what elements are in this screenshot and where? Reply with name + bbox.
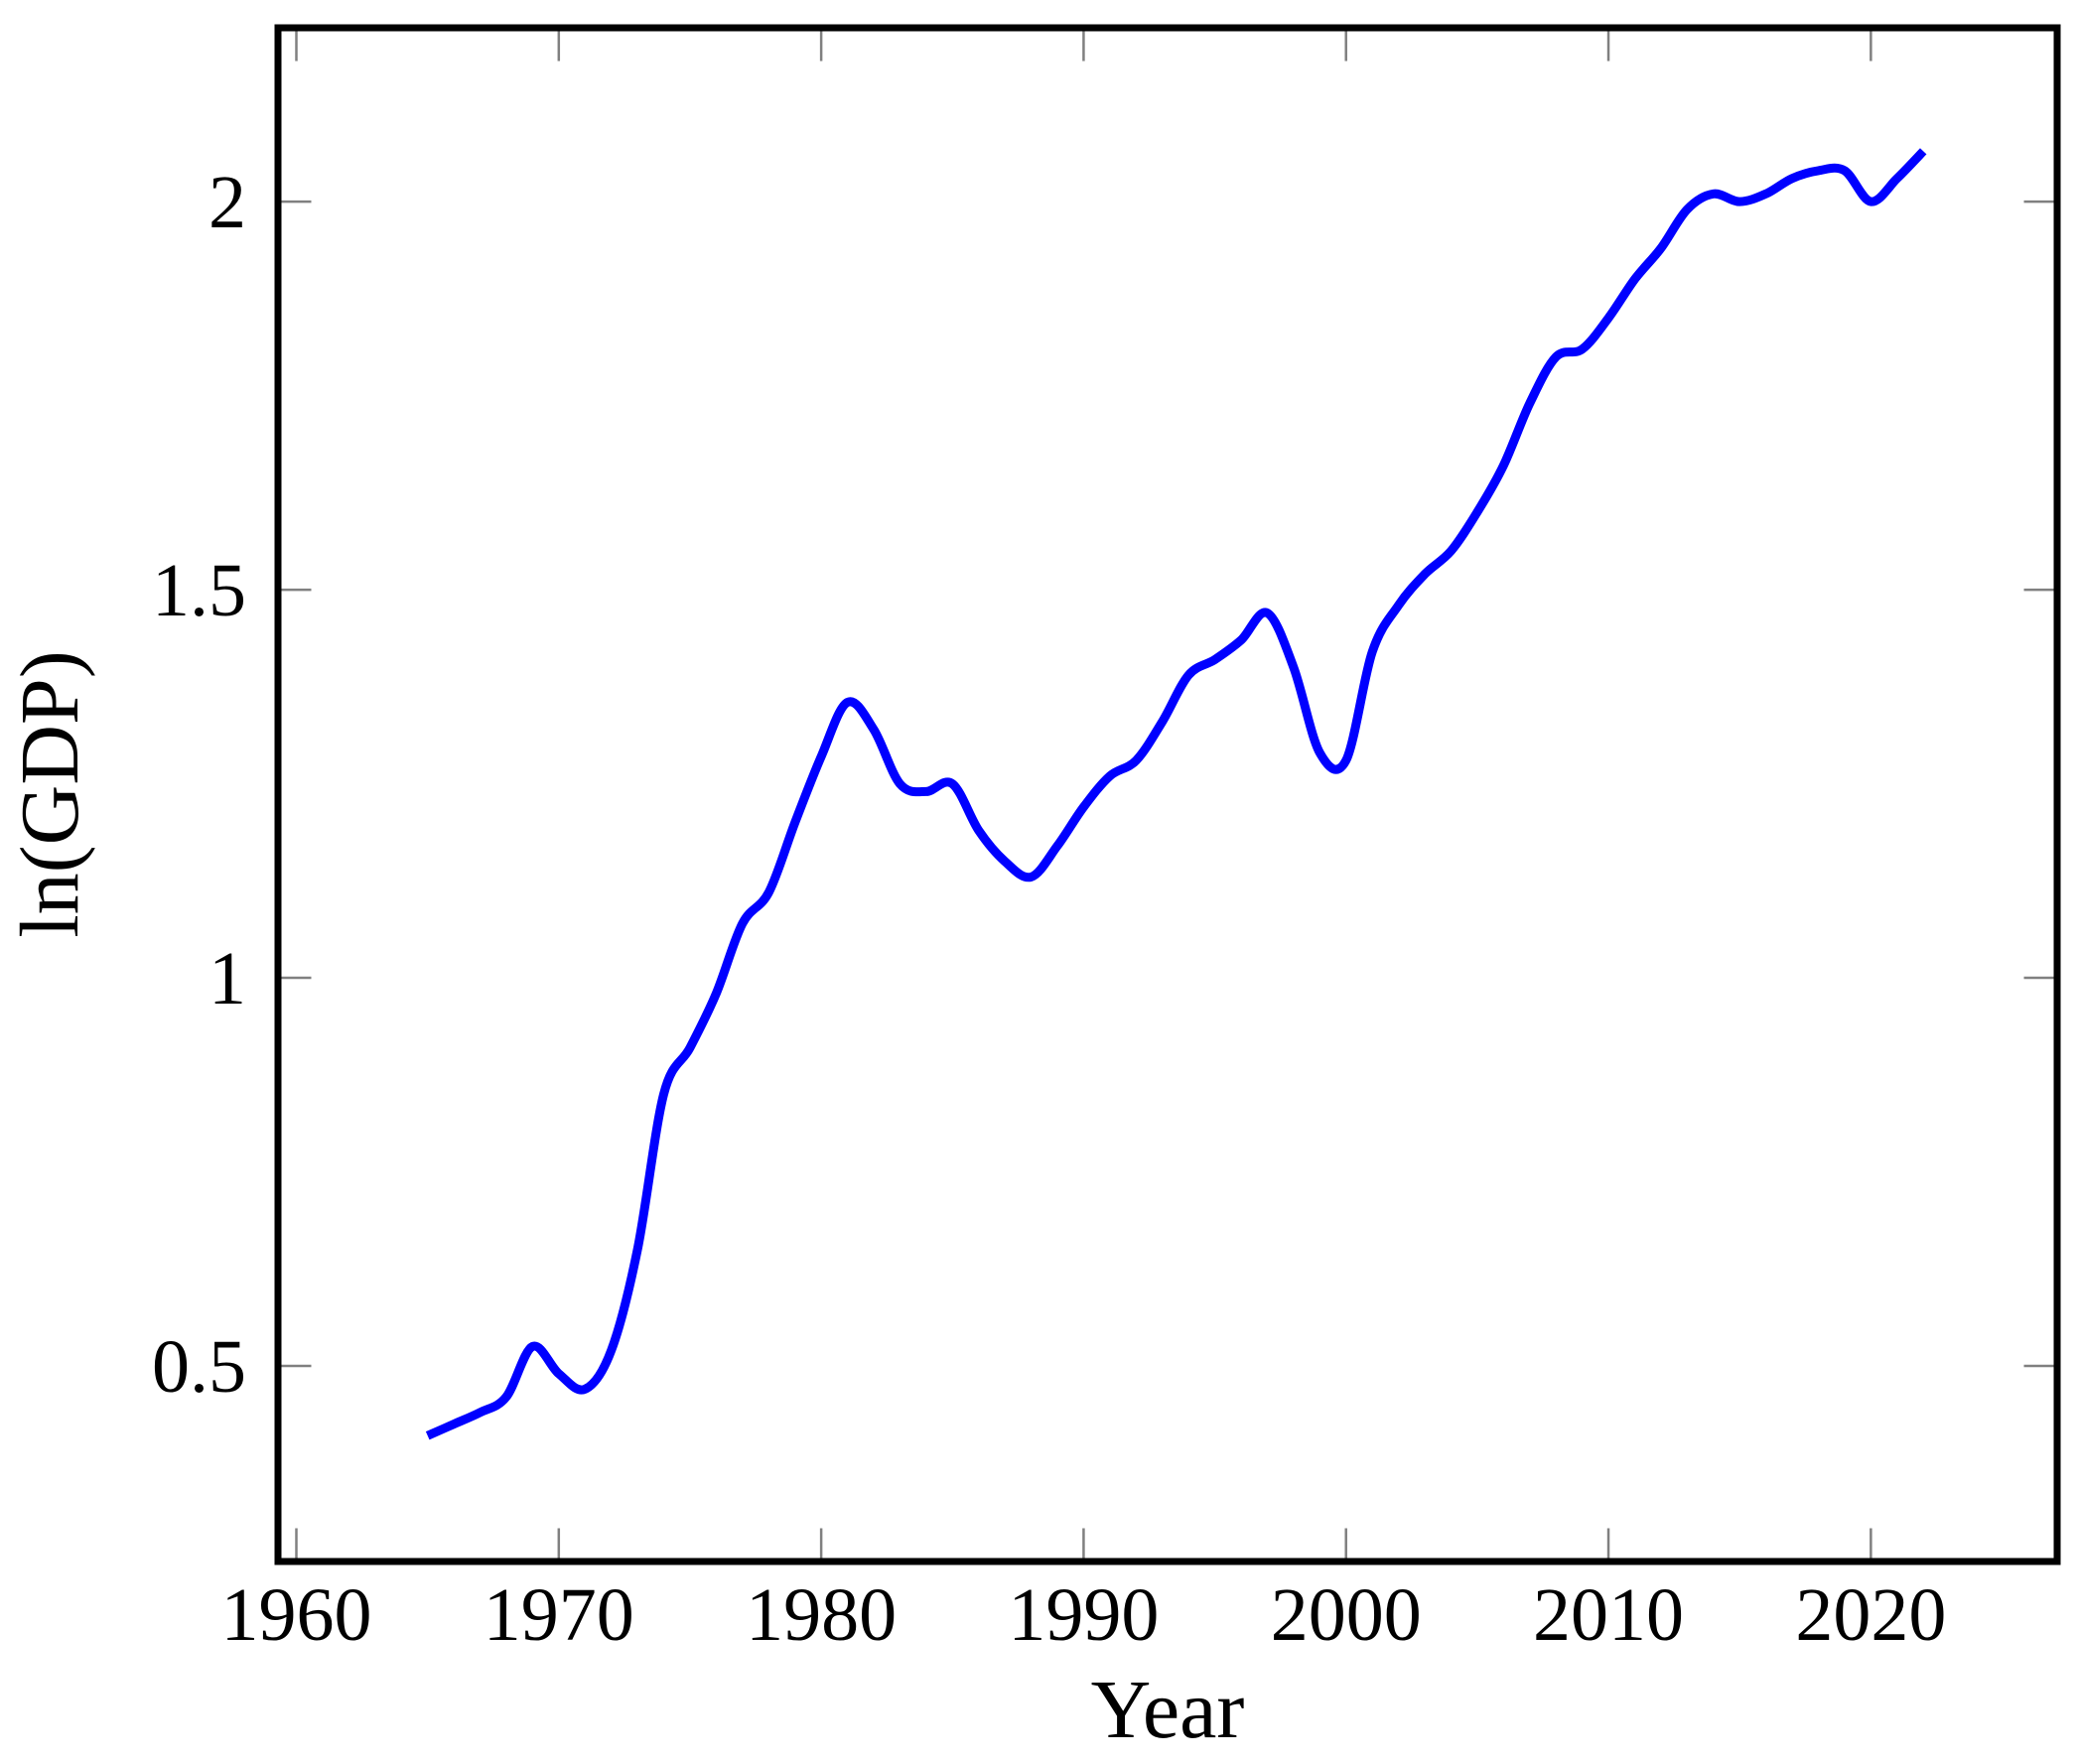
x-tick-label: 2000 xyxy=(1271,1573,1422,1657)
y-axis-tick-labels: 0.5 1 1.5 2 xyxy=(152,161,246,1409)
x-axis-ticks-bottom xyxy=(295,1528,1872,1559)
y-axis-ticks-right xyxy=(2023,200,2054,1368)
y-tick-label: 1 xyxy=(208,937,246,1020)
y-tick-label: 0.5 xyxy=(152,1325,246,1409)
x-axis-tick-labels: 1960 1970 1980 1990 2000 2010 2020 xyxy=(221,1573,1947,1657)
plot-border xyxy=(274,24,2061,1565)
x-tick-label: 2020 xyxy=(1795,1573,1946,1657)
x-tick-label: 1960 xyxy=(221,1573,372,1657)
x-tick-label: 2010 xyxy=(1533,1573,1684,1657)
x-tick-label: 1980 xyxy=(746,1573,897,1657)
x-axis-ticks-top xyxy=(295,31,1872,62)
gdp-line-series xyxy=(425,148,1927,1440)
x-axis-label: Year xyxy=(1091,1664,1245,1756)
x-tick-label: 1970 xyxy=(484,1573,634,1657)
y-tick-label: 2 xyxy=(208,161,246,244)
y-axis-label: ln(GDP) xyxy=(4,650,96,937)
y-axis-ticks-left xyxy=(281,200,312,1368)
y-tick-label: 1.5 xyxy=(152,549,246,632)
x-tick-label: 1990 xyxy=(1008,1573,1159,1657)
